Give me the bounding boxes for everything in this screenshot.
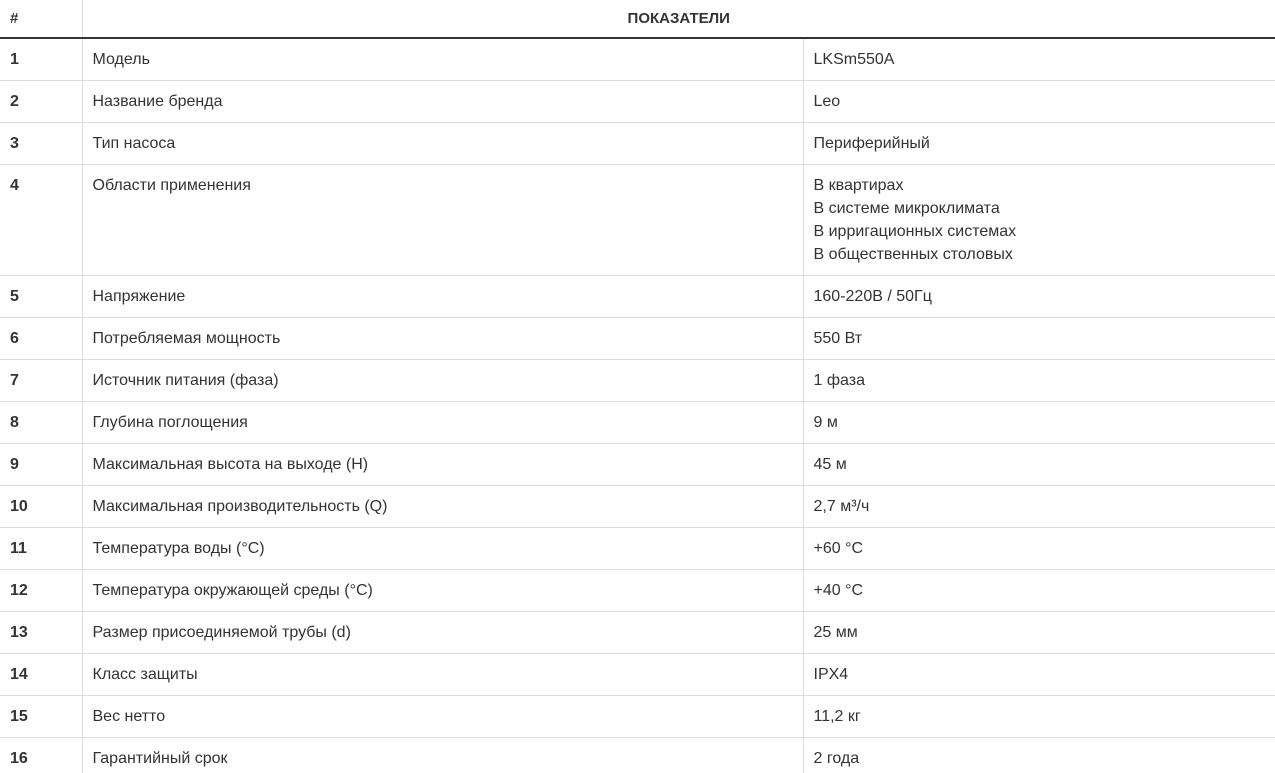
parameter-value: 1 фаза (802, 359, 1275, 402)
parameter-name: Потребляемая мощность (81, 317, 803, 360)
row-number: 9 (0, 443, 82, 486)
parameter-name: Название бренда (81, 80, 803, 123)
row-number: 15 (0, 695, 82, 738)
row-number: 1 (10, 51, 19, 68)
row-number: 5 (0, 275, 82, 318)
table-row: 6 Потребляемая мощность 550 Вт (0, 317, 1275, 360)
parameter-name: Глубина поглощения (81, 401, 803, 444)
row-number: 11 (0, 527, 82, 570)
parameter-value: +60 °C (802, 527, 1275, 570)
table-head: # ПОКАЗАТЕЛИ (0, 0, 1275, 39)
table-row: 16 Гарантийный срок 2 года (0, 737, 1275, 773)
parameter-value: 160-220В / 50Гц (802, 275, 1275, 318)
table-row: 12 Температура окружающей среды (°C) +40 °… (0, 569, 1275, 612)
parameter-name: Вес нетто (81, 695, 803, 738)
parameter-value: 45 м (802, 443, 1275, 486)
table-row: 14 Класс защиты IPX4 (0, 653, 1275, 696)
row-number: 7 (0, 359, 82, 402)
table-row: 15 Вес нетто 11,2 кг (0, 695, 1275, 738)
table-row: 10 Максимальная производительность (Q) 2,7… (0, 485, 1275, 528)
table-row: 8 Глубина поглощения 9 м (0, 401, 1275, 444)
parameter-value: 9 м (802, 401, 1275, 444)
row-number: 16 (0, 737, 82, 773)
parameter-value: Leo (802, 80, 1275, 123)
parameter-value: LKSm550A (802, 38, 1275, 81)
parameter-value: 2 года (802, 737, 1275, 773)
parameter-value: 25 мм (802, 611, 1275, 654)
row-number: 3 (0, 122, 82, 165)
table-row: 5 Напряжение 160-220В / 50Гц (0, 275, 1275, 318)
parameter-value: 2,7 м³/ч (802, 485, 1275, 528)
value-line: В системе микроклимата (813, 200, 1000, 217)
parameter-value: 11,2 кг (802, 695, 1275, 738)
parameter-name: Класс защиты (81, 653, 803, 696)
parameter-name: Максимальная производительность (Q) (81, 485, 803, 528)
parameter-value: Периферийный (802, 122, 1275, 165)
row-number: 2 (0, 80, 82, 123)
table-row: 4 Области применения В квартирах В системе … (0, 164, 1275, 276)
parameter-name: Напряжение (81, 275, 803, 318)
parameter-name: Размер присоединяемой трубы (d) (81, 611, 803, 654)
header-cell: # (0, 0, 82, 39)
row-number: 12 (0, 569, 82, 612)
parameter-name: Температура воды (°C) (81, 527, 803, 570)
row-number: 13 (0, 611, 82, 654)
parameter-value: IPX4 (802, 653, 1275, 696)
table-body: 1 Модель LKSm550A 2 Название бренда Leo 3 Тип н… (0, 38, 1275, 773)
parameter-name: Максимальная высота на выходе (H) (81, 443, 803, 486)
header-row: # ПОКАЗАТЕЛИ (0, 0, 1275, 39)
row-number: 6 (0, 317, 82, 360)
parameter-value: +40 °C (802, 569, 1275, 612)
parameter-name: Источник питания (фаза) (81, 359, 803, 402)
row-number: 4 (0, 164, 82, 276)
parameter-name: Тип насоса (81, 122, 803, 165)
table-row: 9 Максимальная высота на выходе (H) 45 м (0, 443, 1275, 486)
parameter-name: Области применения (81, 164, 803, 276)
parameter-name: Гарантийный срок (81, 737, 803, 773)
value-line: В квартирах (813, 177, 904, 194)
table-row: 2 Название бренда Leo (0, 80, 1275, 123)
parameter-value: В квартирах В системе микроклимата В ирриг… (802, 164, 1275, 276)
table-row: 3 Тип насоса Периферийный (0, 122, 1275, 165)
table-row: 7 Источник питания (фаза) 1 фаза (0, 359, 1275, 402)
table-row: 11 Температура воды (°C) +60 °C (0, 527, 1275, 570)
row-number: 10 (0, 485, 82, 528)
parameter-value: 550 Вт (802, 317, 1275, 360)
value-line: В общественных столовых (813, 246, 1013, 263)
table-row: 1 Модель LKSm550A (0, 38, 1275, 81)
value-line: В ирригационных системах (813, 223, 1017, 240)
table-row: 13 Размер присоединяемой трубы (d) 25 мм (0, 611, 1275, 654)
header-cell: ПОКАЗАТЕЛИ (81, 0, 1275, 39)
row-number: 14 (0, 653, 82, 696)
parameter-name: Температура окружающей среды (°C) (81, 569, 803, 612)
parameter-name: Модель (81, 38, 803, 81)
row-number: 8 (0, 401, 82, 444)
